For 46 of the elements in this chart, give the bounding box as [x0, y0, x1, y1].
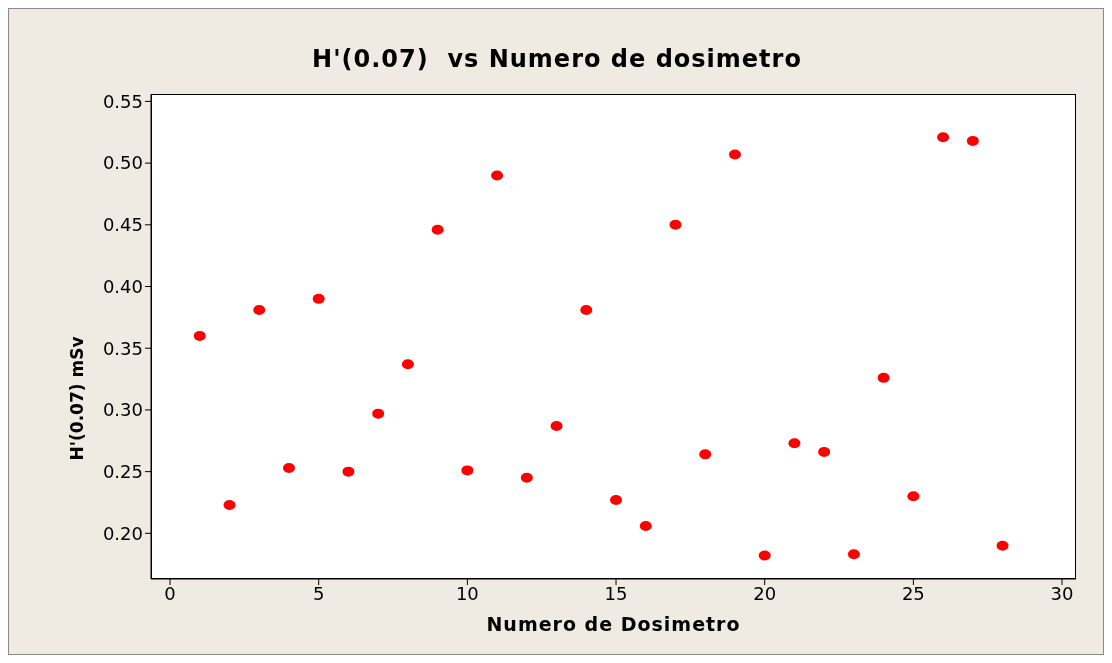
- point: [282, 462, 295, 473]
- point: [818, 446, 831, 457]
- point: [401, 359, 414, 370]
- point: [372, 408, 385, 419]
- chart-title: H'(0.07) vs Numero de dosimetro: [311, 45, 803, 73]
- point: [431, 224, 444, 235]
- point: [342, 466, 355, 477]
- y-tick-label: 0.20: [102, 522, 143, 544]
- point: [520, 472, 533, 483]
- x-tick-label: 30: [1050, 582, 1074, 604]
- point: [253, 304, 266, 315]
- y-tick-label: 0.25: [102, 461, 143, 483]
- point: [461, 465, 474, 476]
- point: [580, 304, 593, 315]
- point: [669, 219, 682, 230]
- y-tick-label: 0.55: [102, 90, 143, 112]
- point: [788, 438, 801, 449]
- x-axis-title: Numero de Dosimetro: [486, 613, 741, 635]
- point: [847, 549, 860, 560]
- x-tick-label: 15: [604, 582, 628, 604]
- point: [966, 135, 979, 146]
- point: [550, 420, 563, 431]
- point: [312, 293, 325, 304]
- x-tick-label: 10: [455, 582, 479, 604]
- point: [996, 540, 1009, 551]
- y-tick-label: 0.45: [102, 214, 143, 236]
- point: [728, 149, 741, 160]
- point: [639, 520, 652, 531]
- point: [758, 550, 771, 561]
- y-tick-label: 0.30: [102, 399, 143, 421]
- y-tick-label: 0.35: [102, 337, 143, 359]
- point: [699, 449, 712, 460]
- x-tick-label: 5: [312, 582, 325, 604]
- y-tick-label: 0.50: [102, 152, 143, 174]
- x-tick-label: 25: [901, 582, 925, 604]
- x-tick-label: 0: [164, 582, 176, 604]
- point: [223, 499, 236, 510]
- point: [907, 491, 920, 502]
- point: [937, 132, 950, 143]
- point: [877, 372, 890, 383]
- point: [491, 170, 504, 181]
- x-tick-label: 20: [753, 582, 777, 604]
- point: [193, 330, 206, 341]
- point: [610, 495, 623, 506]
- y-axis-title: H'(0.07) mSv: [67, 336, 88, 461]
- y-tick-label: 0.40: [102, 275, 143, 297]
